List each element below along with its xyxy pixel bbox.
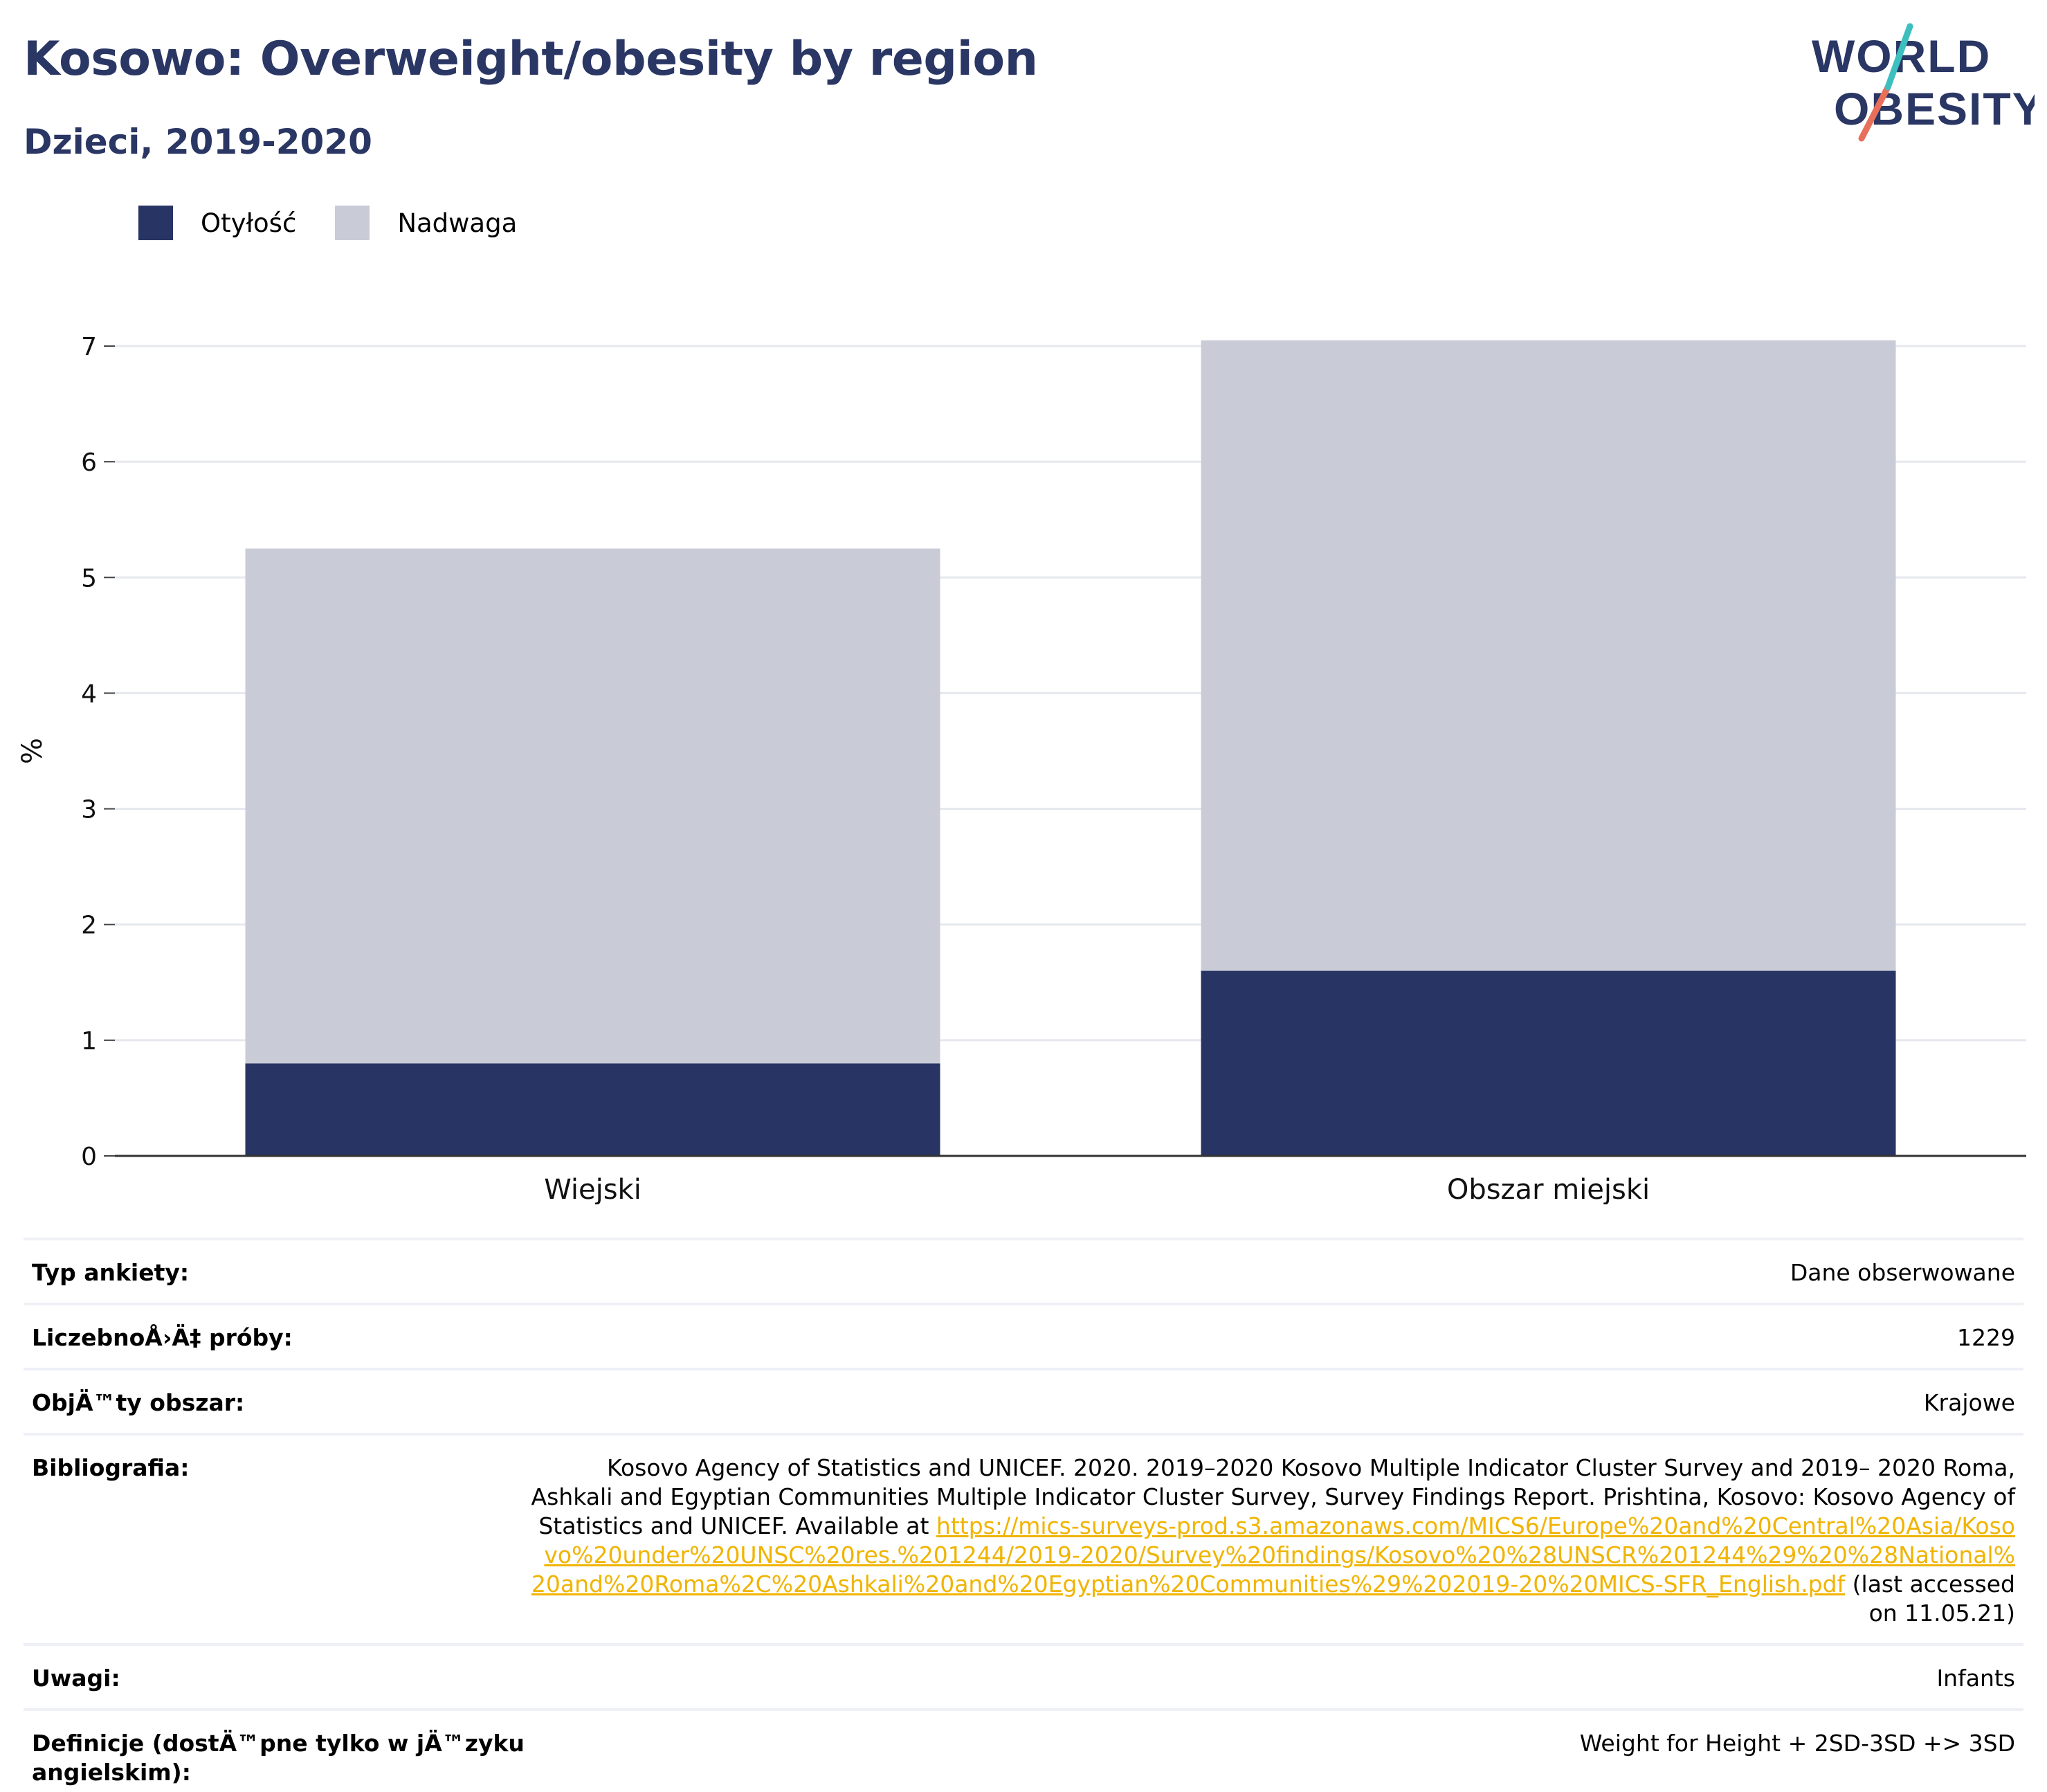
meta-value: Infants bbox=[1936, 1665, 2015, 1692]
bar-overweight-1 bbox=[1201, 340, 1896, 971]
y-tick-label: 3 bbox=[81, 796, 97, 824]
bar-obesity-1 bbox=[1201, 970, 1896, 1156]
meta-value: Krajowe bbox=[1923, 1389, 2015, 1416]
x-tick-label: Wiejski bbox=[544, 1174, 642, 1204]
meta-label: Definicje (dostÄ™pne tylko w jÄ™zyku ang… bbox=[32, 1730, 525, 1786]
meta-row-notes: Uwagi: Infants bbox=[24, 1643, 2023, 1708]
logo-slash-coral bbox=[1858, 84, 1891, 142]
meta-label: LiczebnoÅ›Ä‡ próby: bbox=[32, 1324, 293, 1351]
legend-label: Nadwaga bbox=[397, 208, 518, 238]
page-subtitle: Dzieci, 2019-2020 bbox=[24, 122, 372, 162]
page-title: Kosowo: Overweight/obesity by region bbox=[24, 32, 1038, 87]
legend-item[interactable]: Nadwaga bbox=[335, 206, 517, 240]
meta-row-survey-type: Typ ankiety: Dane obserwowane bbox=[24, 1238, 2023, 1303]
bar-obesity-0 bbox=[245, 1063, 940, 1156]
meta-label: Uwagi: bbox=[32, 1665, 120, 1692]
meta-label: Typ ankiety: bbox=[32, 1259, 190, 1286]
meta-value: Weight for Height + 2SD-3SD +> 3SD bbox=[1579, 1730, 2015, 1757]
y-tick-label: 0 bbox=[81, 1143, 97, 1171]
bibliography-accessed: (last accessed on 11.05.21) bbox=[1845, 1571, 2015, 1627]
bibliography-text: Kosovo Agency of Statistics and UNICEF. … bbox=[530, 1454, 2015, 1628]
legend-label: Otyłość bbox=[201, 208, 297, 238]
meta-value: Kosovo Agency of Statistics and UNICEF. … bbox=[530, 1454, 2015, 1628]
bar-overweight-0 bbox=[245, 548, 940, 1064]
y-tick-label: 6 bbox=[81, 449, 97, 477]
chart-legend: Otyłość Nadwaga bbox=[138, 205, 556, 241]
logo-slash-teal bbox=[1884, 23, 1913, 91]
y-tick-label: 4 bbox=[81, 680, 97, 708]
bibliography-body: Kosovo Agency of Statistics and UNICEF. … bbox=[531, 1454, 2015, 1539]
meta-value: Dane obserwowane bbox=[1790, 1259, 2015, 1286]
stacked-bar-chart: 0 1 2 3 4 5 6 7% Wiejski Obszar miejski bbox=[17, 333, 2026, 1204]
world-obesity-logo[interactable]: WORLD OBESITY bbox=[1806, 21, 2035, 145]
logo-text-line2: OBESITY bbox=[1834, 83, 2035, 134]
meta-value: 1229 bbox=[1957, 1324, 2015, 1351]
meta-label: Bibliografia: bbox=[32, 1454, 190, 1481]
x-tick-label: Obszar miejski bbox=[1447, 1174, 1650, 1204]
y-tick-label: 1 bbox=[81, 1027, 97, 1056]
legend-item[interactable]: Otyłość bbox=[138, 206, 296, 240]
meta-row-definitions: Definicje (dostÄ™pne tylko w jÄ™zyku ang… bbox=[24, 1708, 2023, 1792]
legend-swatch bbox=[335, 206, 370, 240]
meta-label: ObjÄ™ty obszar: bbox=[32, 1389, 245, 1416]
metadata-table: Typ ankiety: Dane obserwowane LiczebnoÅ›… bbox=[24, 1238, 2023, 1792]
bibliography-link[interactable]: https://mics-surveys-prod.s3.amazonaws.c… bbox=[531, 1512, 2015, 1598]
y-axis-label: % bbox=[17, 738, 48, 764]
y-tick-label: 7 bbox=[81, 333, 97, 361]
y-tick-label: 5 bbox=[81, 564, 97, 592]
meta-row-bibliography: Bibliografia: Kosovo Agency of Statistic… bbox=[24, 1433, 2023, 1643]
meta-row-area-covered: ObjÄ™ty obszar: Krajowe bbox=[24, 1368, 2023, 1433]
meta-row-sample-size: LiczebnoÅ›Ä‡ próby: 1229 bbox=[24, 1303, 2023, 1368]
y-tick-label: 2 bbox=[81, 912, 97, 940]
legend-swatch bbox=[138, 206, 173, 240]
